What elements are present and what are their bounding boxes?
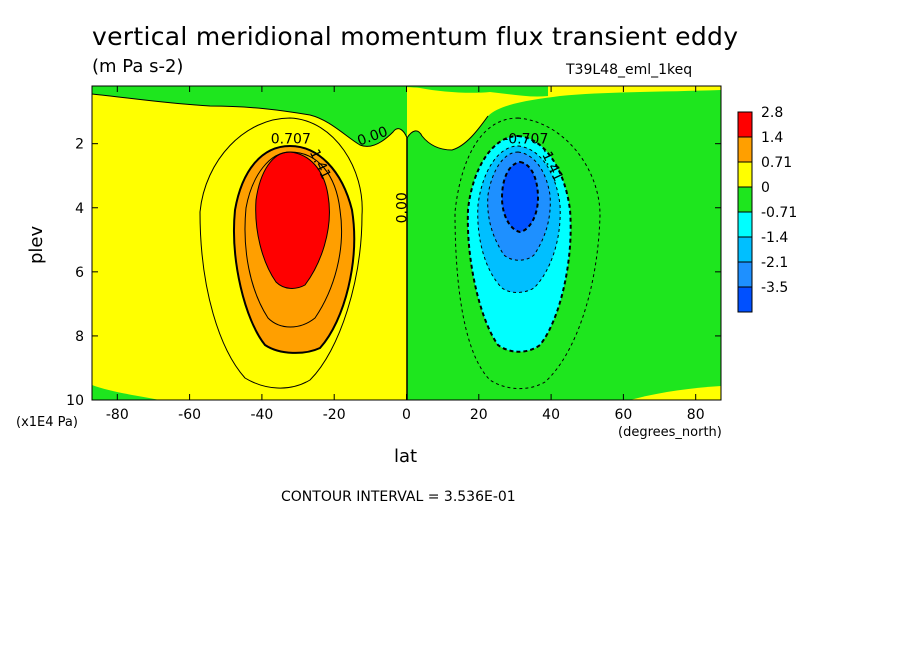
- zero-contour-upper: [92, 93, 489, 151]
- y-axis-units: (x1E4 Pa): [16, 415, 78, 430]
- colorbar-label: 1.4: [761, 130, 783, 146]
- colorbar-swatch: [737, 261, 753, 288]
- sh-contour-141: [255, 151, 330, 289]
- x-axis-label: lat: [394, 446, 418, 467]
- colorbar-swatch: [737, 111, 753, 138]
- sh-contour-106: [244, 151, 343, 328]
- nh-contour-outer: [454, 117, 601, 389]
- colorbar-swatch: [737, 136, 753, 163]
- colorbar-swatch: [737, 186, 753, 213]
- y-tick-label: 10: [66, 393, 84, 409]
- run-label: T39L48_eml_1keq: [566, 62, 693, 78]
- nh-contour-141: [487, 151, 551, 261]
- x-axis-units: (degrees_north): [618, 425, 722, 440]
- y-tick-label: 8: [75, 329, 84, 345]
- upper-negative-strip: [92, 86, 407, 147]
- sh-surface-patch: [92, 385, 160, 400]
- sh-contour-0707: [233, 144, 356, 354]
- x-tick-label: 60: [614, 407, 632, 423]
- nh-deepblue-fill: [502, 162, 538, 232]
- x-tick-label: 80: [687, 407, 705, 423]
- x-tick-label: -40: [250, 407, 273, 423]
- x-tick-label: -20: [323, 407, 346, 423]
- axis-ticks: -80 -60 -40 -20 0 20 40 60 80 2 4 6 8 10: [66, 86, 721, 423]
- nh-contour-0707: [466, 134, 572, 353]
- colorbar-label: 2.8: [761, 105, 783, 121]
- y-tick-label: 4: [75, 201, 84, 217]
- contour-interval-note: CONTOUR INTERVAL = 3.536E-01: [281, 489, 516, 505]
- sh-red-fill: [255, 152, 330, 289]
- colorbar-label: 0.71: [761, 155, 792, 171]
- chart-units: (m Pa s-2): [92, 56, 184, 77]
- colorbar-label: -2.1: [761, 255, 788, 271]
- colorbar-swatch: [737, 211, 753, 238]
- x-tick-label: 40: [542, 407, 560, 423]
- x-tick-label: 20: [470, 407, 488, 423]
- y-tick-label: 2: [75, 137, 84, 153]
- colorbar-label: -3.5: [761, 280, 788, 296]
- nh-contour-106: [477, 145, 561, 293]
- upper-positive-patch: [407, 86, 721, 150]
- y-tick-label: 6: [75, 265, 84, 281]
- contour-label: 0.00: [395, 192, 411, 223]
- colorbar-swatch: [737, 286, 753, 313]
- colorbar-label: -1.4: [761, 230, 788, 246]
- nh-contour-177: [500, 160, 540, 234]
- colorbar-swatch: [737, 161, 753, 188]
- x-tick-label: 0: [402, 407, 411, 423]
- contour-label: -0.707: [503, 132, 548, 148]
- y-axis-label: plev: [26, 225, 47, 264]
- x-tick-label: -80: [106, 407, 129, 423]
- chart-title: vertical meridional momentum flux transi…: [92, 22, 739, 51]
- colorbar-label: 0: [761, 180, 770, 196]
- nh-surface-patch: [630, 386, 721, 400]
- x-tick-label: -60: [178, 407, 201, 423]
- colorbar-swatch: [737, 236, 753, 263]
- contour-label: 0.707: [271, 132, 311, 148]
- colorbar-label: -0.71: [761, 205, 797, 221]
- upper-negative-lobe: [330, 86, 548, 97]
- colorbar: 2.8 1.4 0.71 0 -0.71 -1.4 -2.1 -3.5: [737, 105, 797, 313]
- sh-contour-outer: [199, 117, 363, 389]
